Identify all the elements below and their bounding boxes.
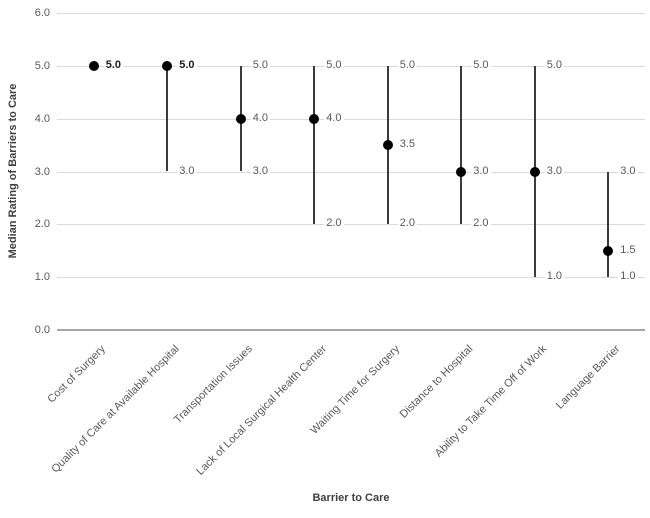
min-max-range-line — [607, 171, 610, 278]
x-category-label: Language Barrier — [554, 343, 623, 412]
y-gridline — [57, 277, 645, 279]
value-label: 2.0 — [324, 217, 344, 231]
value-label: 1.0 — [544, 270, 565, 284]
y-tick-label: 4.0 — [34, 112, 50, 125]
x-axis-baseline — [57, 329, 645, 331]
median-value-label: 5.0 — [103, 58, 124, 72]
value-label: 1.5 — [618, 243, 638, 257]
y-tick-label: 6.0 — [34, 7, 50, 19]
median-dot — [235, 113, 246, 124]
value-label: 4.0 — [250, 111, 271, 125]
value-label: 5.0 — [324, 58, 344, 72]
value-label: 5.0 — [250, 58, 271, 72]
value-label: 2.0 — [397, 217, 418, 231]
value-label: 5.0 — [471, 58, 491, 72]
x-axis-title: Barrier to Care — [312, 492, 390, 504]
median-dot — [309, 113, 320, 124]
y-tick-label: 0.0 — [34, 324, 50, 336]
x-category-label: Lack of Local Surgical Health Center — [193, 343, 329, 478]
x-category-label: Cost of Surgery — [45, 343, 109, 406]
value-label: 2.0 — [471, 217, 491, 231]
value-label: 3.0 — [177, 164, 197, 178]
value-label: 5.0 — [544, 58, 565, 72]
min-max-range-line — [313, 65, 316, 225]
min-max-range-line — [460, 65, 463, 225]
value-label: 3.0 — [471, 164, 491, 178]
y-tick-label: 5.0 — [34, 59, 50, 72]
value-label: 3.0 — [544, 164, 565, 178]
value-label: 3.5 — [397, 138, 418, 152]
value-label: 5.0 — [397, 58, 418, 72]
y-gridline — [57, 65, 645, 67]
y-gridline — [57, 13, 645, 14]
value-label: 1.0 — [618, 270, 638, 284]
median-dot — [603, 245, 614, 256]
y-tick-label: 1.0 — [34, 271, 50, 284]
median-dot — [382, 140, 393, 151]
value-label: 4.0 — [324, 111, 344, 125]
median-value-label: 5.0 — [177, 58, 197, 72]
median-dot — [529, 166, 540, 177]
median-dot — [456, 166, 467, 177]
x-category-label: Distance to Hospital — [398, 343, 476, 421]
x-category-label: Quality of Care at Available Hospital — [49, 343, 182, 476]
y-gridline — [57, 171, 645, 173]
y-tick-label: 3.0 — [34, 165, 50, 178]
min-max-range-line — [166, 65, 169, 172]
median-dot — [162, 60, 173, 71]
y-gridline — [57, 224, 645, 226]
value-label: 3.0 — [618, 164, 638, 178]
median-dot — [88, 60, 99, 71]
x-category-label: Transportation Issues — [172, 343, 256, 426]
y-gridline — [57, 118, 645, 120]
y-tick-label: 2.0 — [34, 218, 50, 231]
value-label: 3.0 — [250, 164, 271, 178]
